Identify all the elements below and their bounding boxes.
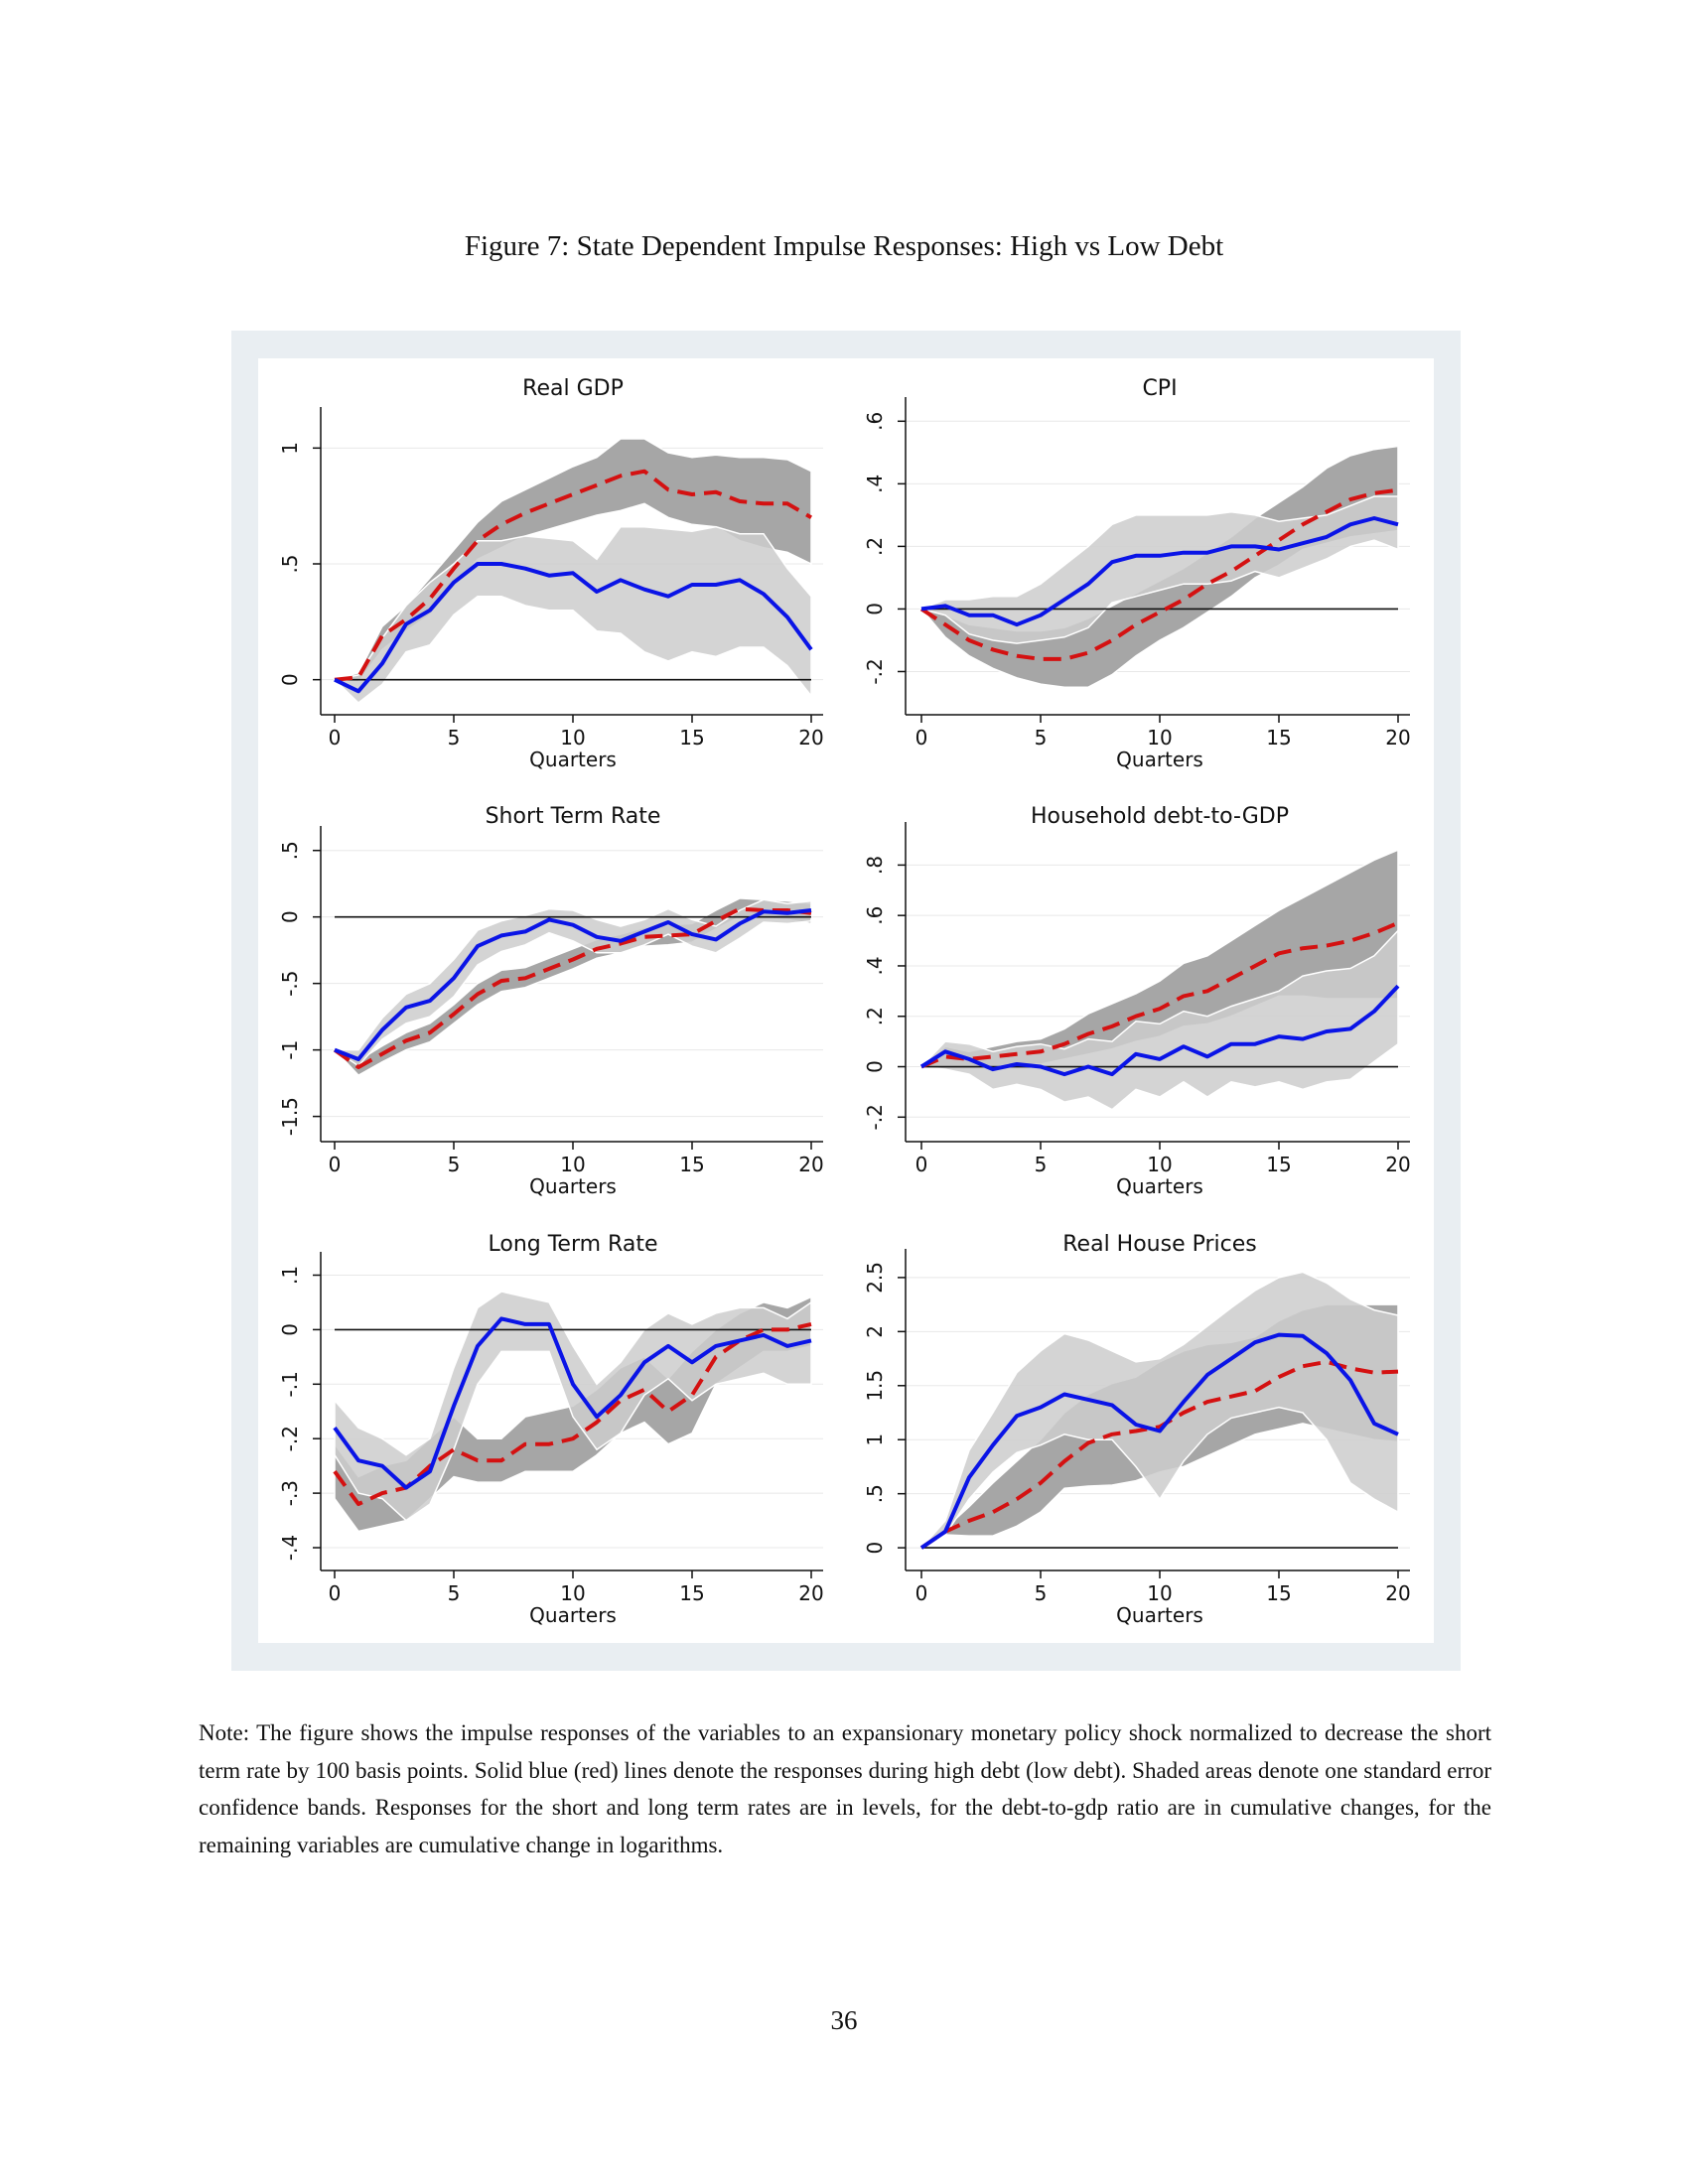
x-axis-label: Quarters <box>529 1603 617 1627</box>
x-tick-label: 5 <box>1035 726 1048 750</box>
x-tick-label: 15 <box>1266 726 1291 750</box>
y-tick-label: -.2 <box>278 1426 302 1451</box>
x-tick-label: 10 <box>1147 726 1172 750</box>
y-tick-label: 0 <box>278 1323 302 1336</box>
y-tick-label: .2 <box>863 537 887 556</box>
chart-panel-2: -.2 0 .2 .4 .6 0 5 10 15 20 CPI Quarters <box>863 376 1411 771</box>
low-debt-response-line <box>919 1359 1399 1550</box>
chart-title: Short Term Rate <box>486 804 661 829</box>
y-tick-label: 0 <box>863 603 887 615</box>
x-tick-label: 0 <box>915 726 928 750</box>
chart-title: Real GDP <box>522 376 624 401</box>
y-tick-label: -.1 <box>278 1371 302 1397</box>
y-tick-label: 0 <box>863 1060 887 1073</box>
high-debt-response-line <box>334 908 812 1061</box>
x-tick-label: 10 <box>560 1581 585 1605</box>
y-tick-label: .4 <box>863 475 887 493</box>
x-tick-label: 15 <box>679 1581 704 1605</box>
y-tick-label: 0 <box>278 910 302 923</box>
high-debt-confidence-band <box>333 525 812 704</box>
x-tick-label: 0 <box>915 1581 928 1605</box>
chart-title: CPI <box>1142 376 1177 401</box>
x-axis-label: Quarters <box>1116 748 1203 771</box>
x-tick-label: 15 <box>1266 1153 1291 1176</box>
low-debt-response-line <box>920 920 1399 1069</box>
y-tick-label: -.2 <box>863 658 887 684</box>
figure-title: Figure 7: State Dependent Impulse Respon… <box>464 230 1224 262</box>
x-tick-label: 20 <box>1385 1581 1410 1605</box>
x-tick-label: 5 <box>1035 1153 1048 1176</box>
y-tick-label: 1.5 <box>863 1370 887 1402</box>
y-tick-label: -.5 <box>278 970 302 996</box>
chart-panel-4: -.2 0 .2 .4 .6 .8 0 5 10 15 20 Household debt-to-GD… <box>863 804 1411 1198</box>
low-debt-response-line <box>333 1321 812 1507</box>
x-tick-label: 10 <box>1147 1153 1172 1176</box>
low-debt-response-line <box>333 906 812 1069</box>
x-tick-label: 0 <box>329 726 342 750</box>
high-debt-confidence-band <box>334 1291 812 1522</box>
y-tick-label: -1 <box>278 1040 302 1060</box>
y-tick-label: .6 <box>863 412 887 431</box>
chart-panel-6: 0 .5 1 1.5 2 2.5 0 5 10 15 20 Real House Prices Quar… <box>863 1232 1411 1627</box>
y-tick-label: 2 <box>863 1325 887 1338</box>
high-debt-response-line <box>920 516 1399 627</box>
high-debt-response-line <box>919 1332 1399 1550</box>
x-tick-label: 0 <box>329 1153 342 1176</box>
x-axis-label: Quarters <box>529 748 617 771</box>
x-tick-label: 15 <box>679 1153 704 1176</box>
y-tick-label: -.3 <box>278 1480 302 1506</box>
figure-note: Note: The figure shows the impulse respo… <box>199 1720 1491 1857</box>
y-tick-label: .5 <box>863 1484 887 1503</box>
y-tick-label: -.4 <box>278 1535 302 1561</box>
chart-panel-3: -1.5 -1 -.5 0 .5 0 5 10 15 20 Short Term Rate Quart… <box>278 804 824 1198</box>
x-tick-label: 15 <box>679 726 704 750</box>
low-debt-response-line <box>334 469 813 682</box>
high-debt-confidence-band <box>920 1271 1399 1549</box>
x-tick-label: 20 <box>1385 726 1410 750</box>
chart-title: Real House Prices <box>1062 1232 1257 1257</box>
page-number: 36 <box>830 2005 858 2035</box>
x-tick-label: 5 <box>448 726 461 750</box>
y-tick-label: .5 <box>278 841 302 860</box>
x-tick-label: 20 <box>798 1153 823 1176</box>
x-tick-label: 10 <box>560 726 585 750</box>
y-tick-label: 2.5 <box>863 1262 887 1294</box>
x-tick-label: 20 <box>798 726 823 750</box>
y-tick-label: .2 <box>863 1007 887 1025</box>
x-tick-label: 5 <box>448 1153 461 1176</box>
x-tick-label: 20 <box>798 1581 823 1605</box>
high-debt-response-line <box>333 1316 812 1490</box>
chart-title: Household debt-to-GDP <box>1031 804 1289 829</box>
x-tick-label: 0 <box>915 1153 928 1176</box>
low-debt-response-line <box>919 487 1399 661</box>
high-debt-response-line <box>919 984 1400 1077</box>
x-tick-label: 15 <box>1266 1581 1291 1605</box>
y-tick-label: 0 <box>863 1542 887 1555</box>
high-debt-response-line <box>334 562 813 694</box>
y-tick-label: 0 <box>278 673 302 686</box>
y-tick-label: .8 <box>863 856 887 875</box>
y-tick-label: 1 <box>278 442 302 455</box>
x-axis-label: Quarters <box>529 1174 617 1198</box>
y-tick-label: -1.5 <box>278 1097 302 1136</box>
x-tick-label: 5 <box>448 1581 461 1605</box>
y-tick-label: -.2 <box>863 1104 887 1130</box>
y-tick-label: .1 <box>278 1266 302 1285</box>
x-tick-label: 10 <box>1147 1581 1172 1605</box>
x-tick-label: 10 <box>560 1153 585 1176</box>
x-axis-label: Quarters <box>1116 1174 1203 1198</box>
y-tick-label: .4 <box>863 956 887 975</box>
x-tick-label: 20 <box>1385 1153 1410 1176</box>
y-tick-label: .6 <box>863 906 887 925</box>
x-axis-label: Quarters <box>1116 1603 1203 1627</box>
x-tick-label: 0 <box>329 1581 342 1605</box>
x-tick-label: 5 <box>1035 1581 1048 1605</box>
y-tick-label: .5 <box>278 554 302 573</box>
y-tick-label: 1 <box>863 1433 887 1446</box>
chart-panel-5: -.4 -.3 -.2 -.1 0 .1 0 5 10 15 20 Long Term Rate Qua… <box>278 1232 824 1627</box>
chart-title: Long Term Rate <box>489 1232 658 1257</box>
